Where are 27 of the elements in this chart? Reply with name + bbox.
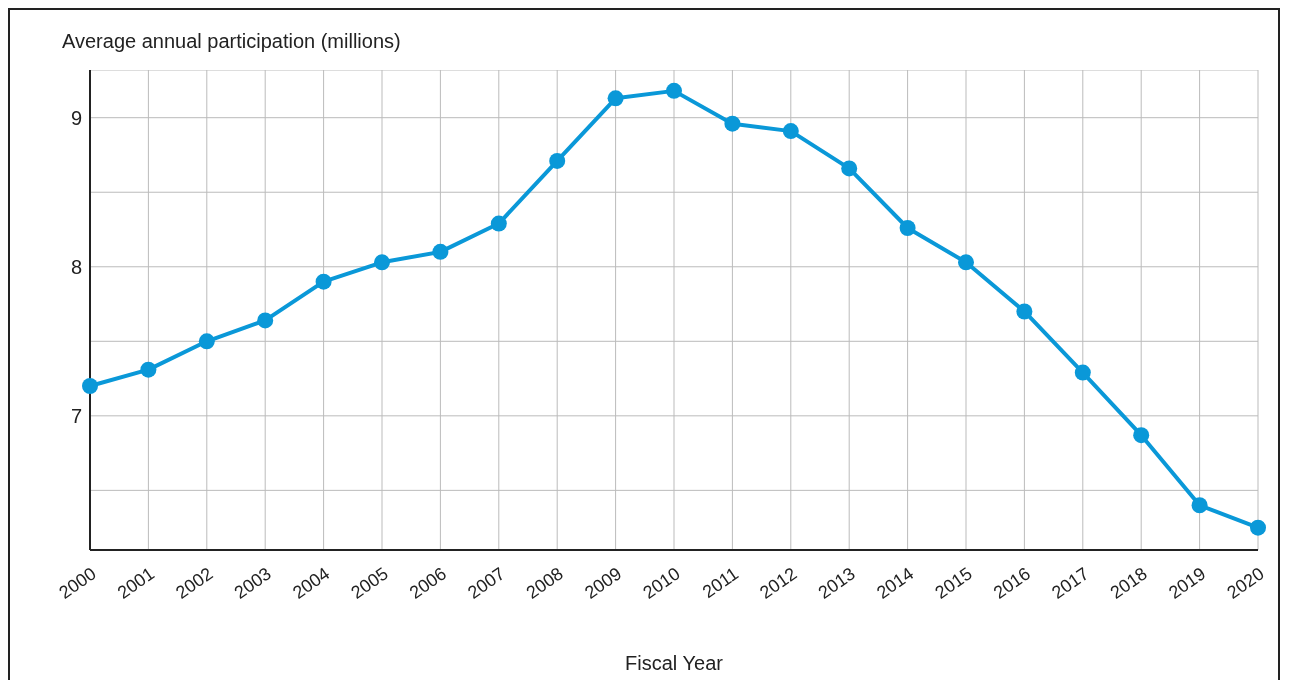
x-axis-title: Fiscal Year — [625, 652, 724, 674]
point — [666, 82, 682, 99]
point — [841, 160, 858, 177]
point — [140, 361, 157, 378]
point — [607, 90, 624, 107]
point — [432, 243, 449, 260]
y-tick-label: 7 — [70, 404, 82, 427]
x-tick-label: 2011 — [698, 563, 743, 602]
point — [315, 273, 332, 290]
point — [899, 220, 916, 237]
point — [724, 115, 741, 132]
point — [782, 123, 799, 140]
y-tick-label: 8 — [70, 255, 82, 278]
point — [490, 215, 507, 232]
y-axis-title: Average annual participation (millions) — [62, 30, 401, 53]
point — [1016, 303, 1033, 320]
point — [1191, 497, 1208, 514]
point — [198, 333, 215, 350]
point — [1133, 427, 1150, 444]
point — [257, 312, 274, 329]
point — [82, 378, 98, 395]
point — [1250, 519, 1266, 536]
point — [1074, 364, 1091, 381]
y-tick-label: 9 — [70, 106, 82, 129]
point — [374, 254, 390, 271]
point — [549, 152, 566, 169]
point — [958, 254, 974, 271]
